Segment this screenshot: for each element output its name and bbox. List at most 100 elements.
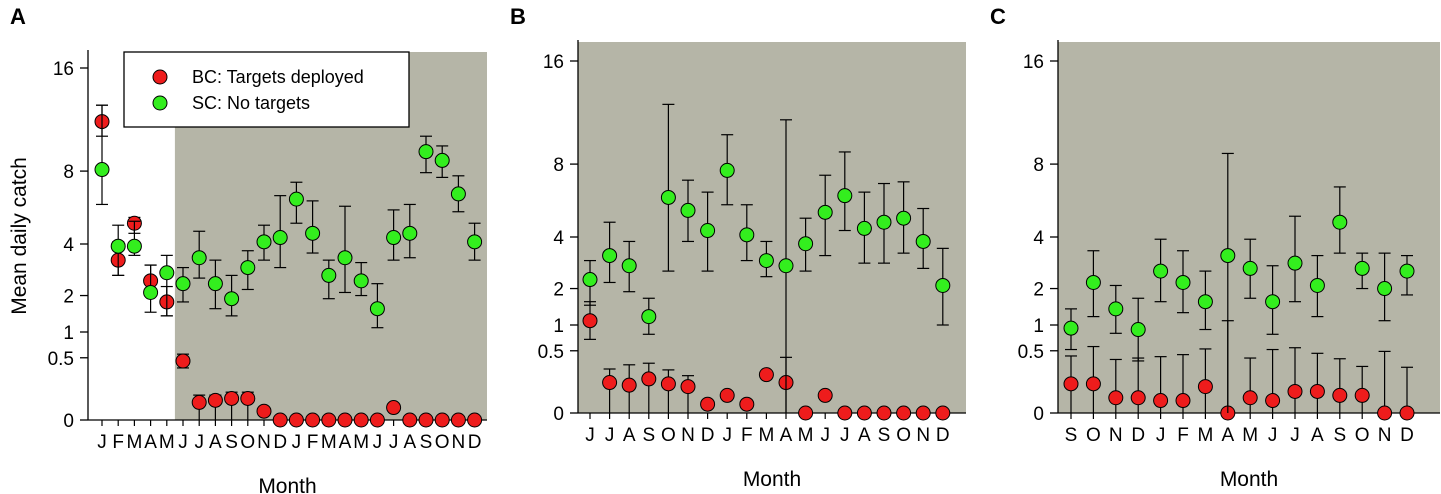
shaded-period — [1058, 42, 1440, 413]
data-point — [700, 223, 716, 239]
data-point — [337, 412, 353, 428]
x-tick-label: D — [936, 425, 950, 446]
data-point — [1377, 281, 1393, 297]
data-point — [434, 412, 450, 428]
x-tick-label: F — [307, 432, 319, 453]
data-point — [1265, 393, 1281, 409]
data-point — [143, 284, 159, 300]
data-point — [876, 405, 892, 421]
y-tick-label: 0.5 — [1018, 342, 1044, 363]
y-tick-label: 1 — [553, 316, 564, 337]
data-point — [856, 405, 872, 421]
data-point — [582, 313, 598, 329]
x-tick-label: N — [1378, 425, 1392, 446]
data-point — [321, 412, 337, 428]
data-point — [798, 236, 814, 252]
data-point — [1063, 320, 1079, 336]
data-point — [321, 267, 337, 283]
data-point — [1197, 294, 1213, 310]
x-tick-label: J — [840, 425, 850, 446]
x-tick-label: M — [798, 425, 814, 446]
data-point — [207, 392, 223, 408]
data-point — [386, 230, 402, 246]
x-tick-label: D — [1400, 425, 1414, 446]
data-point — [935, 277, 951, 293]
data-point — [602, 375, 618, 391]
data-point — [337, 250, 353, 266]
data-point — [240, 260, 256, 276]
x-tick-label: J — [373, 432, 383, 453]
y-tick-label: 8 — [1033, 155, 1044, 176]
data-point — [418, 144, 434, 160]
data-point — [1354, 387, 1370, 403]
x-tick-label: M — [321, 432, 337, 453]
y-tick-label: 1 — [1033, 316, 1044, 337]
x-axis-label: Month — [1220, 468, 1278, 491]
data-point — [1399, 263, 1415, 279]
data-point — [305, 225, 321, 241]
data-point — [434, 152, 450, 168]
x-tick-label: A — [144, 432, 157, 453]
x-tick-label: J — [605, 425, 615, 446]
series-bc — [582, 301, 951, 421]
y-tick-label: 8 — [553, 155, 564, 176]
y-axis-label: Mean daily catch — [8, 157, 31, 315]
x-tick-label: A — [403, 432, 416, 453]
data-point — [94, 162, 110, 178]
x-tick-label: J — [585, 425, 595, 446]
data-point — [660, 189, 676, 205]
data-point — [739, 227, 755, 243]
data-point — [1242, 260, 1258, 276]
x-tick-label: O — [661, 425, 676, 446]
x-tick-label: S — [420, 432, 433, 453]
x-tick-label: O — [896, 425, 911, 446]
panel-letter: B — [510, 4, 526, 29]
data-point — [159, 265, 175, 281]
x-tick-label: O — [435, 432, 450, 453]
x-tick-label: S — [225, 432, 238, 453]
x-axis-label: Month — [258, 475, 316, 494]
x-tick-label: F — [741, 425, 753, 446]
x-tick-label: N — [257, 432, 271, 453]
data-point — [1175, 274, 1191, 290]
data-point — [386, 400, 402, 416]
x-tick-label: M — [1197, 425, 1213, 446]
x-tick-label: J — [1156, 425, 1166, 446]
data-point — [621, 377, 637, 393]
x-tick-label: A — [780, 425, 793, 446]
data-point — [450, 186, 466, 202]
data-point — [817, 387, 833, 403]
x-tick-label: O — [240, 432, 255, 453]
data-point — [191, 394, 207, 410]
x-tick-label: M — [159, 432, 175, 453]
data-point — [1332, 214, 1348, 230]
data-point — [935, 405, 951, 421]
data-point — [467, 234, 483, 250]
panel-letter: C — [990, 4, 1006, 29]
data-point — [700, 396, 716, 412]
x-tick-label: J — [194, 432, 204, 453]
data-point — [1265, 294, 1281, 310]
y-tick-label: 2 — [63, 287, 74, 308]
data-point — [1309, 383, 1325, 399]
data-point — [1354, 260, 1370, 276]
x-tick-label: M — [353, 432, 369, 453]
data-point — [582, 272, 598, 288]
data-point — [660, 376, 676, 392]
x-tick-label: M — [758, 425, 774, 446]
x-tick-label: J — [97, 432, 107, 453]
data-point — [915, 405, 931, 421]
data-point — [305, 412, 321, 428]
data-point — [1220, 248, 1236, 264]
x-tick-label: D — [468, 432, 482, 453]
data-point — [288, 191, 304, 207]
data-point — [798, 405, 814, 421]
x-tick-label: J — [1290, 425, 1300, 446]
data-point — [778, 258, 794, 274]
data-point — [758, 367, 774, 383]
data-point — [1063, 376, 1079, 392]
y-tick-label: 2 — [553, 280, 564, 301]
data-point — [175, 353, 191, 369]
